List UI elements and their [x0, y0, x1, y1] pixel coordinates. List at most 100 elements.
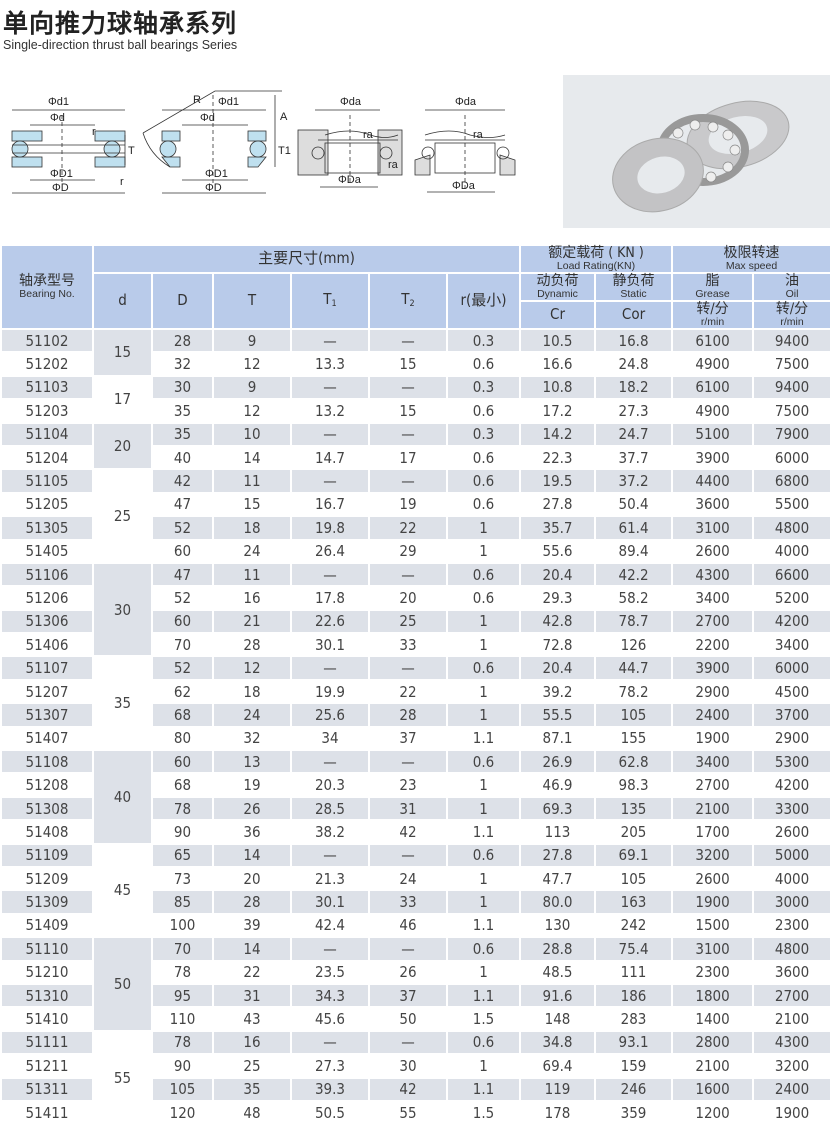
cell-cr: 148 — [519, 1006, 597, 1032]
header-grease-unit: 转/分 r/min — [671, 300, 755, 330]
cell-cr: 48.5 — [519, 959, 597, 985]
cell-grease-speed: 3900 — [671, 655, 755, 681]
cell-T: 12 — [212, 351, 292, 377]
cell-bearing-no: 51104 — [0, 421, 94, 447]
cell-bearing-no: 51408 — [0, 819, 94, 845]
cell-r-min: 1 — [445, 538, 522, 564]
cell-T1: 30.1 — [290, 632, 370, 658]
cell-T2: 46 — [368, 912, 448, 939]
cell-T2: 31 — [368, 795, 448, 822]
cell-D: 90 — [151, 819, 214, 845]
cell-grease-speed: 6100 — [671, 374, 755, 401]
cell-d: 20 — [92, 421, 153, 471]
cell-oil-speed: 4300 — [752, 1029, 830, 1056]
cell-T2: 17 — [368, 444, 448, 471]
cell-r-min: 1 — [445, 959, 522, 985]
cell-T1: 19.9 — [290, 678, 370, 705]
table-row: 51411 120 48 50.5 55 1.5 178 359 1200 1900 — [0, 1099, 830, 1126]
cell-D: 95 — [151, 982, 214, 1009]
cell-cor: 105 — [594, 865, 674, 892]
cell-cr: 35.7 — [519, 515, 597, 541]
cell-cor: 37.2 — [594, 468, 674, 494]
cell-T: 26 — [212, 795, 292, 822]
cell-T: 16 — [212, 585, 292, 611]
table-row: 51109 45 65 14— —0.6 27.8 69.1 3200 5000 — [0, 842, 830, 939]
cell-r-min: 0.6 — [445, 1029, 522, 1056]
cell-grease-speed: 3600 — [671, 491, 755, 518]
header-T2: T2 — [368, 272, 448, 330]
cell-T: 14 — [212, 936, 292, 962]
cell-bearing-no: 51204 — [0, 444, 94, 471]
cell-D: 78 — [151, 1029, 214, 1056]
cell-oil-speed: 9400 — [752, 374, 830, 401]
cell-bearing-no: 51202 — [0, 351, 94, 377]
cell-D: 110 — [151, 1006, 214, 1032]
cell-grease-speed: 1900 — [671, 889, 755, 915]
cell-D: 120 — [151, 1099, 214, 1126]
cell-oil-speed: 7500 — [752, 398, 830, 424]
cell-cr: 55.5 — [519, 702, 597, 728]
cell-grease-speed: 2100 — [671, 795, 755, 822]
cell-oil-speed: 2300 — [752, 912, 830, 939]
cell-T1: 28.5 — [290, 795, 370, 822]
cell-d: 17 — [92, 374, 153, 424]
cell-r-min: 1.1 — [445, 819, 522, 845]
page-title: 单向推力球轴承系列 — [3, 9, 238, 38]
cell-T: 20 — [212, 865, 292, 892]
cell-oil-speed: 5500 — [752, 491, 830, 518]
header-cor: Cor — [594, 300, 674, 330]
header-oil: 油 Oil — [752, 272, 830, 302]
cell-T: 10 — [212, 421, 292, 447]
cell-cor: 186 — [594, 982, 674, 1009]
cell-r-min: 0.6 — [445, 655, 522, 681]
cell-cor: 18.2 — [594, 374, 674, 401]
cell-D: 30 — [151, 374, 214, 401]
cell-D: 105 — [151, 1076, 214, 1102]
table-row: 51103 17 30 9— —0.3 10.8 18.2 6100 9400 — [0, 374, 830, 424]
cell-cr: 69.3 — [519, 795, 597, 822]
cell-d: 55 — [92, 1029, 153, 1126]
table-row: 51111 55 78 16— —0.6 34.8 93.1 2800 4300 — [0, 1029, 830, 1126]
cell-T1: — — [290, 374, 370, 401]
table-row: 51106 30 47 11— —0.6 20.4 42.2 4300 6600 — [0, 561, 830, 658]
label-d1: Φd1 — [48, 96, 69, 108]
cell-cr: 10.5 — [519, 327, 597, 354]
label-ra: ra — [473, 129, 484, 141]
cell-bearing-no: 51407 — [0, 725, 94, 752]
cell-cr: 10.8 — [519, 374, 597, 401]
cell-bearing-no: 51305 — [0, 515, 94, 541]
cell-oil-speed: 3700 — [752, 702, 830, 728]
cell-grease-speed: 1600 — [671, 1076, 755, 1102]
cell-T2: 42 — [368, 819, 448, 845]
cell-r-min: 0.6 — [445, 468, 522, 494]
header-r-min: r(最小) — [445, 272, 522, 330]
cell-r-min: 0.6 — [445, 842, 522, 869]
cell-oil-speed: 5300 — [752, 749, 830, 775]
cell-cr: 29.3 — [519, 585, 597, 611]
cell-T: 11 — [212, 561, 292, 588]
label-D: ΦD — [52, 182, 69, 194]
cell-T1: 13.3 — [290, 351, 370, 377]
cell-D: 32 — [151, 351, 214, 377]
cell-D: 62 — [151, 678, 214, 705]
header-oil-unit: 转/分 r/min — [752, 300, 830, 330]
label-d: Φd — [50, 112, 65, 124]
cell-oil-speed: 4800 — [752, 515, 830, 541]
cell-grease-speed: 1800 — [671, 982, 755, 1009]
cell-T2: 37 — [368, 725, 448, 752]
cell-D: 80 — [151, 725, 214, 752]
cell-D: 42 — [151, 468, 214, 494]
cell-bearing-no: 51209 — [0, 865, 94, 892]
cell-T2: 29 — [368, 538, 448, 564]
cell-T1: — — [290, 936, 370, 962]
cell-d: 35 — [92, 655, 153, 752]
label-d: Φd — [200, 112, 215, 124]
cell-cor: 58.2 — [594, 585, 674, 611]
cell-bearing-no: 51405 — [0, 538, 94, 564]
cell-cor: 62.8 — [594, 749, 674, 775]
cell-T2: 25 — [368, 608, 448, 635]
cell-D: 28 — [151, 327, 214, 354]
cell-T2: 20 — [368, 585, 448, 611]
cell-oil-speed: 2900 — [752, 725, 830, 752]
cell-grease-speed: 4900 — [671, 398, 755, 424]
